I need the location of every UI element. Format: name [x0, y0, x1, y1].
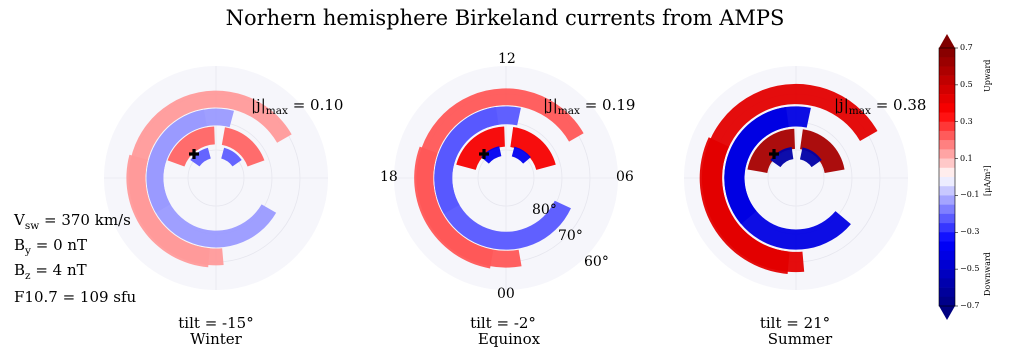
- colorbar-outline: [938, 47, 956, 307]
- season-label-summer: Summer: [767, 330, 833, 348]
- colorbar-segment: [939, 278, 955, 288]
- polar-panel-winter: [104, 66, 328, 290]
- condition-by: By = 0 nT: [14, 236, 88, 257]
- current-band: [800, 129, 845, 173]
- polar-panel-summer: [684, 66, 908, 290]
- colorbar-tick-label: 0.1: [960, 153, 973, 163]
- colorbar-tick-label: 0.5: [960, 79, 973, 89]
- colorbar-segment: [939, 167, 955, 178]
- current-band: [799, 147, 822, 168]
- current-band: [770, 146, 794, 168]
- tilt-label-winter: tilt = -15°: [178, 314, 254, 332]
- colorbar-segment: [939, 48, 955, 58]
- sun-direction-marker: [769, 149, 779, 159]
- clock-label-12: 12: [498, 51, 516, 67]
- colorbar-segment: [939, 296, 955, 307]
- colorbar-segment: [939, 158, 955, 169]
- colorbar-extend-bottom: [939, 306, 955, 320]
- colorbar-segment: [939, 195, 955, 205]
- clock-label-06: 06: [616, 169, 634, 185]
- latitude-label-60: 60°: [584, 254, 609, 270]
- colorbar-segment: [939, 112, 955, 123]
- clock-label-18: 18: [380, 169, 398, 185]
- colorbar-segment: [939, 287, 955, 298]
- sun-direction-marker: [479, 149, 489, 159]
- colorbar-segment: [939, 57, 955, 67]
- clock-label-00: 00: [497, 286, 515, 302]
- tilt-label-equinox: tilt = -2°: [470, 314, 536, 332]
- current-band: [481, 146, 502, 164]
- colorbar-tick-label: −0.3: [960, 227, 980, 237]
- latitude-label-70: 70°: [558, 228, 583, 244]
- colorbar-tick-label: −0.5: [960, 264, 980, 274]
- colorbar-segment: [939, 84, 955, 95]
- colorbar-segment: [939, 75, 955, 86]
- colorbar-segment: [939, 250, 955, 261]
- colorbar-downward-label: Downward: [983, 252, 992, 296]
- colorbar-segment: [939, 204, 955, 215]
- tilt-label-summer: tilt = 21°: [759, 314, 831, 332]
- current-band: [167, 126, 215, 167]
- sun-direction-marker: [189, 149, 199, 159]
- colorbar-segment: [939, 232, 955, 242]
- colorbar-segment: [939, 94, 955, 104]
- chart-title: Norhern hemisphere Birkeland currents fr…: [225, 6, 785, 30]
- condition-bz: Bz = 4 nT: [14, 261, 87, 282]
- colorbar-tick-label: 0.7: [960, 43, 973, 52]
- colorbar-upward-label: Upward: [983, 59, 992, 92]
- current-band: [511, 146, 531, 164]
- colorbar-unit-label: [μA/m²]: [983, 165, 992, 196]
- current-band: [456, 126, 505, 170]
- colorbar-segment: [939, 121, 955, 132]
- latitude-label-80: 80°: [532, 202, 557, 218]
- colorbar-segment: [939, 103, 955, 113]
- condition-vsw: Vsw = 370 km/s: [14, 211, 131, 232]
- colorbar-segment: [939, 66, 955, 76]
- current-band: [510, 126, 556, 170]
- colorbar-segment: [939, 149, 955, 159]
- colorbar-tick-label: −0.7: [960, 301, 980, 310]
- season-label-winter: Winter: [190, 330, 242, 348]
- current-band: [724, 106, 851, 250]
- current-band: [190, 147, 211, 167]
- current-band: [221, 127, 265, 167]
- colorbar-segment: [939, 177, 955, 187]
- jmax-annotation-summer: |j|max = 0.38: [834, 96, 927, 117]
- current-band: [747, 128, 795, 173]
- jmax-annotation-equinox: |j|max = 0.19: [543, 96, 636, 117]
- colorbar-segment: [939, 259, 955, 270]
- colorbar-segment: [939, 269, 955, 279]
- condition-f107: F10.7 = 109 sfu: [14, 288, 137, 306]
- colorbar-extend-top: [939, 34, 955, 48]
- season-label-equinox: Equinox: [477, 330, 541, 348]
- polar-panel-equinox: [394, 66, 618, 290]
- colorbar-tick-label: −0.1: [960, 190, 980, 200]
- current-band: [221, 147, 242, 167]
- colorbar-segment: [939, 186, 955, 196]
- colorbar-segment: [939, 241, 955, 252]
- jmax-annotation-winter: |j|max = 0.10: [251, 96, 344, 117]
- colorbar-segment: [939, 140, 955, 150]
- colorbar-segment: [939, 130, 955, 141]
- colorbar-segment: [939, 213, 955, 224]
- colorbar-tick-label: 0.3: [960, 116, 973, 126]
- colorbar-segment: [939, 223, 955, 233]
